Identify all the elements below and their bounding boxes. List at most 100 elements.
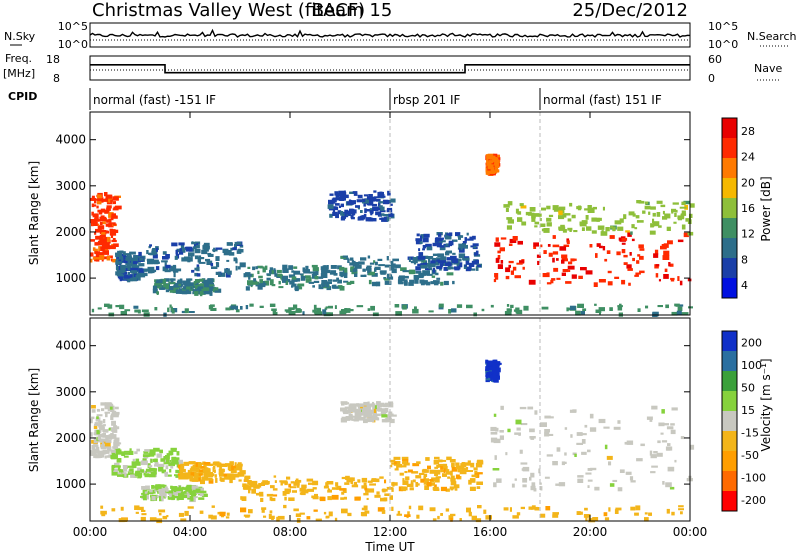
heatmap-cell (325, 482, 329, 487)
heatmap-cell (546, 433, 554, 436)
heatmap-cell (658, 422, 665, 427)
heatmap-cell (118, 518, 125, 523)
heatmap-cell (284, 488, 291, 493)
heatmap-cell (293, 304, 298, 309)
heatmap-cell (402, 304, 407, 310)
freq-tick-hi: 18 (46, 53, 60, 66)
heatmap-cell (651, 465, 658, 468)
heatmap-cell (420, 235, 422, 239)
heatmap-cell (457, 262, 463, 268)
heatmap-cell (587, 205, 592, 210)
heatmap-cell (121, 257, 124, 262)
heatmap-cell (261, 509, 265, 513)
heatmap-cell (657, 305, 663, 308)
heatmap-cell (140, 469, 145, 473)
heatmap-cell (418, 273, 424, 279)
heatmap-cell (164, 262, 167, 267)
heatmap-cell (422, 280, 428, 283)
heatmap-cell (677, 276, 680, 281)
heatmap-cell (193, 496, 198, 499)
heatmap-cell (183, 283, 190, 286)
heatmap-cell (171, 449, 177, 452)
heatmap-cell (646, 416, 653, 420)
heatmap-cell (507, 219, 514, 224)
heatmap-cell (90, 219, 97, 224)
heatmap-cell (652, 223, 655, 227)
heatmap-cell (110, 415, 114, 420)
heatmap-cell (669, 486, 675, 490)
heatmap-cell (97, 225, 105, 230)
heatmap-cell (293, 481, 297, 486)
heatmap-cell (192, 489, 197, 493)
heatmap-cell (494, 375, 500, 378)
heatmap-cell (159, 512, 162, 516)
time-axis-label: Time UT (364, 540, 415, 554)
heatmap-cell (396, 465, 399, 471)
heatmap-cell (90, 418, 93, 424)
heatmap-cell (584, 424, 588, 428)
heatmap-cell (132, 465, 137, 469)
heatmap-cell (289, 280, 295, 285)
heatmap-cell (437, 237, 444, 240)
heatmap-cell (348, 477, 355, 482)
heatmap-cell (562, 269, 569, 273)
x-tick-label: 16:00 (473, 525, 508, 539)
heatmap-cell (228, 464, 234, 468)
heatmap-cell (362, 406, 370, 412)
heatmap-cell (344, 267, 348, 273)
heatmap-cell (193, 291, 196, 294)
heatmap-cell (145, 495, 149, 500)
heatmap-cell (420, 264, 428, 269)
heatmap-cell (589, 413, 594, 419)
heatmap-cell (367, 480, 373, 483)
heatmap-cell (248, 489, 251, 494)
heatmap-cell (386, 256, 389, 261)
colorbar-swatch (722, 351, 737, 372)
heatmap-cell (523, 305, 529, 311)
heatmap-cell (326, 281, 332, 284)
heatmap-cell (425, 457, 430, 461)
colorbar-swatch (722, 258, 737, 279)
heatmap-cell (114, 426, 120, 430)
heatmap-cell (248, 485, 252, 491)
heatmap-cell (110, 413, 114, 417)
heatmap-cell (423, 475, 427, 479)
heatmap-cell (155, 485, 160, 491)
heatmap-cell (178, 512, 184, 517)
heatmap-cell (571, 214, 576, 219)
heatmap-cell (500, 260, 504, 264)
heatmap-cell (194, 291, 199, 296)
heatmap-cell (98, 433, 103, 437)
heatmap-cell (444, 469, 450, 472)
heatmap-cell (594, 486, 600, 491)
heatmap-cell (425, 267, 431, 271)
heatmap-cell (344, 308, 348, 313)
heatmap-cell (99, 238, 104, 244)
heatmap-cell (94, 423, 101, 426)
heatmap-cell (490, 426, 497, 432)
heatmap-cell (497, 264, 503, 269)
heatmap-cell (465, 268, 471, 272)
heatmap-cell (653, 253, 659, 258)
heatmap-cell (534, 213, 540, 217)
heatmap-cell (174, 255, 178, 260)
heatmap-cell (552, 235, 556, 239)
heatmap-cell (306, 478, 314, 482)
heatmap-cell (112, 229, 119, 233)
heatmap-cell (150, 459, 153, 463)
heatmap-cell (127, 278, 131, 283)
heatmap-cell (221, 464, 228, 467)
y-tick-label: 2000 (55, 431, 86, 445)
heatmap-cell (195, 488, 201, 492)
heatmap-cell (324, 307, 328, 310)
heatmap-cell (135, 470, 143, 475)
heatmap-cell (581, 220, 588, 224)
heatmap-cell (253, 278, 257, 283)
heatmap-cell (630, 506, 636, 511)
heatmap-cell (345, 410, 352, 414)
heatmap-cell (493, 482, 497, 488)
heatmap-cell (297, 283, 305, 287)
heatmap-cell (453, 484, 460, 489)
heatmap-cell (559, 206, 566, 210)
